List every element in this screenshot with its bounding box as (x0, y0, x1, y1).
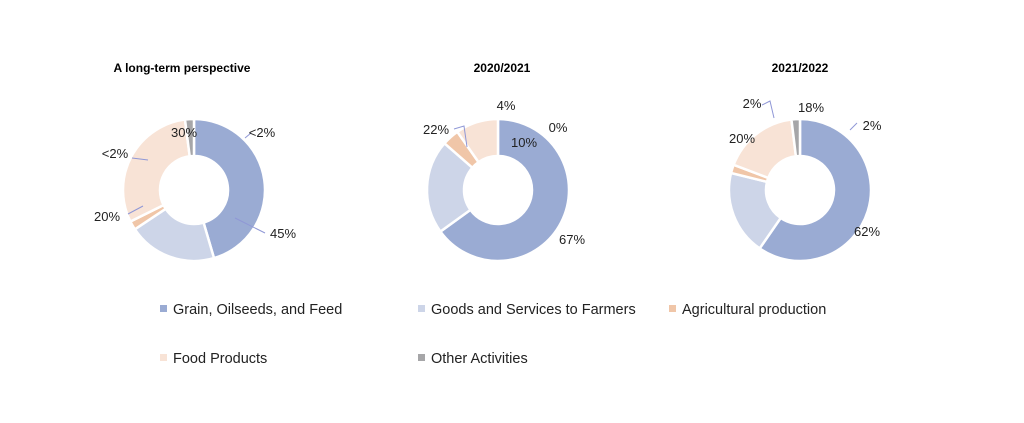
data-label: 20% (729, 131, 755, 146)
legend-label: Grain, Oilseeds, and Feed (173, 302, 342, 318)
chart-title: A long-term perspective (114, 61, 251, 75)
donut-slice (183, 117, 196, 158)
donut-chart-2: 2020/2021 67% 22% 4% 10% 0% (423, 61, 585, 263)
legend: Grain, Oilseeds, and Feed Goods and Servi… (160, 302, 826, 367)
legend-swatch (669, 305, 676, 312)
data-label: <2% (249, 125, 276, 140)
legend-swatch (418, 354, 425, 361)
donut-slice (455, 117, 500, 164)
legend-swatch (160, 354, 167, 361)
data-label: 20% (94, 209, 120, 224)
legend-label: Agricultural production (682, 302, 826, 318)
donut-slice (790, 117, 802, 158)
donut-slice (732, 118, 798, 180)
leader-line (234, 217, 266, 234)
donut-slice (438, 117, 571, 263)
data-label: 45% (270, 226, 296, 241)
data-label: 10% (511, 135, 537, 150)
leader-line (849, 122, 858, 131)
leader-line (127, 205, 144, 215)
leader-line (244, 132, 252, 139)
data-label: <2% (102, 146, 129, 161)
leader-line (131, 157, 149, 161)
data-label: 0% (549, 120, 568, 135)
leader-line (453, 125, 468, 148)
donut-slice (757, 117, 873, 263)
leader-line (761, 100, 775, 119)
donut-chart-3: 2021/2022 62% 20% 2% 18% 2% (727, 61, 882, 263)
legend-label: Other Activities (431, 351, 528, 367)
legend-label: Goods and Services to Farmers (431, 302, 636, 318)
donut-slice (192, 117, 267, 260)
data-label: 62% (854, 224, 880, 239)
legend-swatch (160, 305, 167, 312)
data-label: 30% (171, 125, 197, 140)
data-label: 2% (743, 96, 762, 111)
data-label: 67% (559, 232, 585, 247)
chart-title: 2021/2022 (772, 61, 829, 75)
data-label: 22% (423, 122, 449, 137)
legend-label: Food Products (173, 351, 267, 367)
data-label: 2% (863, 118, 882, 133)
legend-swatch (418, 305, 425, 312)
chart-title: 2020/2021 (474, 61, 531, 75)
donut-slice (121, 118, 192, 224)
donut-chart-1: A long-term perspective 45% 20% <2% 30% <2% (94, 61, 296, 263)
data-label: 18% (798, 100, 824, 115)
data-label: 4% (497, 98, 516, 113)
